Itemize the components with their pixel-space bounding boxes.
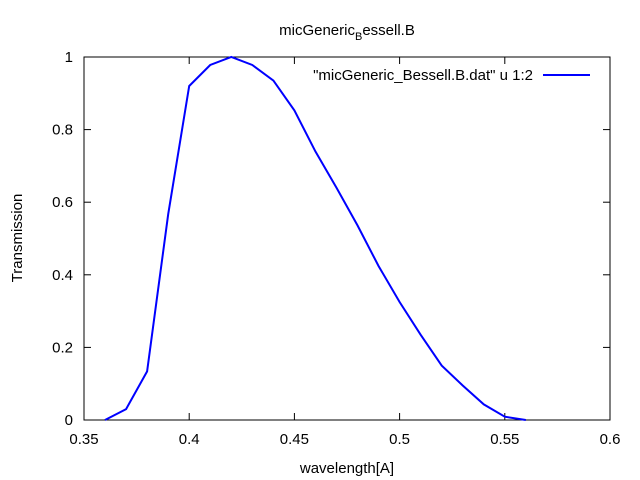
chart-title-main: micGeneric — [279, 22, 355, 39]
legend-label: "micGeneric_Bessell.B.dat" u 1:2 — [313, 67, 533, 84]
y-tick-label: 0.6 — [52, 194, 73, 211]
x-tick-label: 0.55 — [490, 431, 519, 448]
chart-title: micGenericBessell.B — [279, 22, 415, 43]
x-tick-label: 0.4 — [179, 431, 200, 448]
y-tick-label: 0.2 — [52, 339, 73, 356]
x-tick-label: 0.5 — [389, 431, 410, 448]
legend: "micGeneric_Bessell.B.dat" u 1:2 — [313, 67, 590, 84]
y-tick-label: 1 — [65, 49, 73, 66]
axes: 0.35 0.4 0.45 0.5 0.55 0.6 0 0.2 0.4 0.6 0.8 1 — [52, 49, 620, 448]
x-tick-label: 0.35 — [69, 431, 98, 448]
x-tick-label: 0.6 — [600, 431, 621, 448]
y-tick-label: 0.8 — [52, 122, 73, 139]
chart-title-subscript: B — [355, 31, 362, 43]
x-axis-label: wavelength[A] — [299, 460, 394, 477]
y-tick-label: 0 — [65, 412, 73, 429]
chart-title-rest: essell.B — [362, 22, 415, 39]
plot-frame — [83, 56, 611, 421]
series-line — [104, 55, 526, 421]
plot-area — [104, 55, 526, 421]
y-tick-label: 0.4 — [52, 267, 73, 284]
x-tick-label: 0.45 — [280, 431, 309, 448]
y-axis-label: Transmission — [9, 194, 26, 283]
